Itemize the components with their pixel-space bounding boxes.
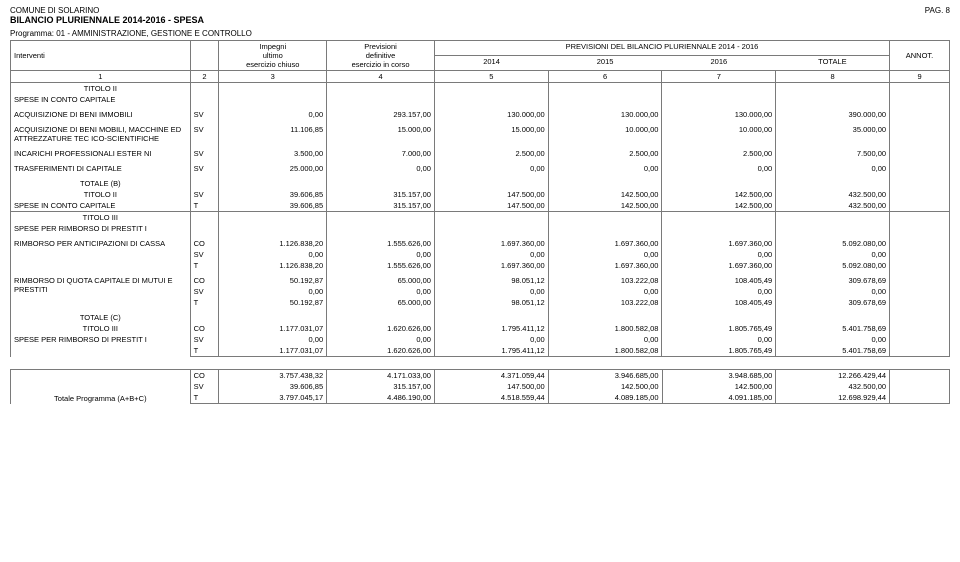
section-titolo3: TITOLO III [11, 212, 950, 224]
col-2016: 2016 [662, 56, 776, 71]
page-header: COMUNE DI SOLARINO BILANCIO PLURIENNALE … [10, 6, 950, 25]
col-interventi: Interventi [11, 41, 191, 71]
comune-label: COMUNE DI SOLARINO [10, 6, 204, 15]
section-titolo2-sub: SPESE IN CONTO CAPITALE [11, 94, 950, 105]
table-row: ACQUISIZIONE DI BENI IMMOBILI SV 0,00 29… [11, 109, 950, 120]
section-titolo3-sub: SPESE PER RIMBORSO DI PRESTIT I [11, 223, 950, 234]
report-title: BILANCIO PLURIENNALE 2014-2016 - SPESA [10, 15, 204, 25]
table-row: RIMBORSO DI QUOTA CAPITALE DI MUTUI E PR… [11, 275, 950, 286]
totale-c-row1: TITOLO III CO 1.177.031,07 1.620.626,00 … [11, 323, 950, 334]
col-2015: 2015 [548, 56, 662, 71]
column-number-row: 1 2 3 4 5 6 7 8 9 [11, 71, 950, 83]
table-row: RIMBORSO PER ANTICIPAZIONI DI CASSA CO 1… [11, 238, 950, 249]
totale-programma-table: Totale Programma (A+B+C) CO 3.757.438,32… [10, 369, 950, 404]
totale-prog-row1: Totale Programma (A+B+C) CO 3.757.438,32… [11, 370, 950, 382]
totale-c-title: TOTALE (C) [11, 312, 950, 323]
programma-label: Programma: 01 - AMMINISTRAZIONE, GESTION… [10, 29, 950, 38]
col-previsioni: Previsioni definitive esercizio in corso [327, 41, 435, 71]
page-number: PAG. 8 [925, 6, 950, 15]
col-2014: 2014 [434, 56, 548, 71]
col-previsioni-pluriennale: PREVISIONI DEL BILANCIO PLURIENNALE 2014… [434, 41, 889, 56]
table-row: TRASFERIMENTI DI CAPITALE SV 25.000,00 0… [11, 163, 950, 174]
table-row: INCARICHI PROFESSIONALI ESTER NI SV 3.50… [11, 148, 950, 159]
col-totale: TOTALE [776, 56, 890, 71]
table-row: ACQUISIZIONE DI BENI MOBILI, MACCHINE ED… [11, 124, 950, 144]
section-titolo2: TITOLO II [11, 83, 950, 95]
col-impegni: Impegni ultimo esercizio chiuso [219, 41, 327, 71]
col-tag [190, 41, 219, 71]
totale-b-row1: TITOLO II SV 39.606,85 315.157,00 147.50… [11, 189, 950, 200]
totale-c-row2: SPESE PER RIMBORSO DI PRESTIT I SV 0,00 … [11, 334, 950, 345]
col-annot: ANNOT. [890, 41, 950, 71]
totale-b-title: TOTALE (B) [11, 178, 950, 189]
totale-b-row2: SPESE IN CONTO CAPITALE T 39.606,85 315.… [11, 200, 950, 212]
main-table: Interventi Impegni ultimo esercizio chiu… [10, 40, 950, 357]
